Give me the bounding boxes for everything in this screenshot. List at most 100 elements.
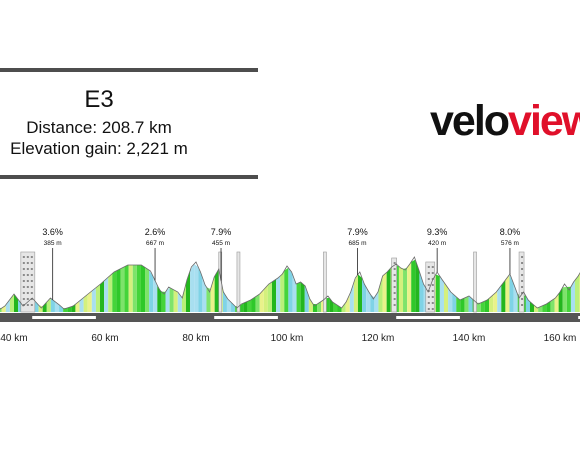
profile-segment bbox=[50, 298, 55, 312]
profile-segment bbox=[243, 301, 248, 312]
profile-segment bbox=[562, 287, 567, 312]
profile-segment bbox=[42, 302, 47, 312]
profile-segment bbox=[112, 270, 117, 312]
town-window bbox=[22, 262, 25, 264]
x-tick-label: 80 km bbox=[182, 333, 209, 344]
profile-segment bbox=[108, 273, 113, 312]
profile-segment bbox=[382, 272, 387, 312]
profile-segment bbox=[128, 265, 133, 312]
profile-segment bbox=[513, 283, 518, 312]
profile-segment bbox=[566, 286, 571, 312]
profile-segment bbox=[157, 285, 162, 312]
profile-segment bbox=[288, 267, 293, 312]
town-window bbox=[393, 280, 396, 282]
profile-segment bbox=[456, 296, 461, 312]
profile-segment bbox=[177, 292, 182, 312]
logo-part-velo: velo bbox=[430, 97, 510, 145]
profile-segment bbox=[353, 274, 358, 312]
profile-segment bbox=[185, 270, 191, 312]
profile-segment bbox=[468, 296, 473, 312]
town-window bbox=[521, 268, 524, 270]
profile-segment bbox=[542, 304, 547, 312]
profile-segment bbox=[329, 297, 334, 312]
profile-segment bbox=[214, 269, 219, 312]
town-markers bbox=[20, 251, 525, 313]
profile-segment bbox=[525, 296, 530, 312]
profile-segment bbox=[398, 266, 404, 312]
profile-segment bbox=[448, 288, 453, 312]
town-window bbox=[521, 280, 524, 282]
profile-segment bbox=[83, 294, 88, 312]
profile-segment bbox=[95, 284, 100, 312]
profile-segment bbox=[210, 276, 215, 312]
town-marker bbox=[236, 251, 241, 313]
profile-segment bbox=[120, 266, 125, 312]
profile-segment bbox=[374, 290, 379, 312]
x-axis-ticks: 40 km 60 km 80 km 100 km 120 km 140 km 160 km bbox=[0, 333, 576, 344]
town-window bbox=[22, 274, 25, 276]
profile-segment bbox=[79, 297, 84, 312]
profile-segment bbox=[439, 276, 444, 312]
town-marker bbox=[323, 251, 327, 313]
x-tick-label: 40 km bbox=[0, 333, 27, 344]
town-window bbox=[22, 292, 25, 294]
profile-segment bbox=[378, 276, 383, 312]
profile-segment bbox=[149, 270, 154, 312]
town-window bbox=[26, 286, 29, 288]
profile-outline bbox=[0, 256, 580, 310]
town-window bbox=[30, 274, 33, 276]
profile-segment bbox=[304, 285, 309, 312]
climb-height: 385 m bbox=[44, 240, 62, 247]
profile-segment bbox=[71, 304, 76, 312]
x-tick-label: 160 km bbox=[544, 333, 577, 344]
profile-segment bbox=[403, 267, 408, 312]
profile-segment bbox=[529, 301, 535, 312]
bottom-rule bbox=[0, 175, 258, 179]
profile-segment bbox=[341, 302, 346, 312]
top-rule bbox=[0, 68, 258, 72]
town-window bbox=[431, 296, 434, 298]
climb-annotation: 7.9% 455 m bbox=[211, 227, 231, 281]
climb-height: 576 m bbox=[501, 240, 519, 247]
profile-segment bbox=[362, 278, 367, 312]
profile-segment bbox=[87, 290, 92, 312]
profile-segment bbox=[1, 304, 6, 312]
town-window bbox=[393, 304, 396, 306]
climb-gradient: 9.3% bbox=[427, 227, 448, 237]
climb-annotation: 9.3% 420 m bbox=[427, 227, 448, 272]
profile-segment bbox=[34, 300, 39, 312]
profile-segment bbox=[558, 287, 563, 312]
climb-height: 455 m bbox=[212, 240, 230, 247]
profile-segment bbox=[476, 302, 481, 312]
profile-segment bbox=[464, 296, 469, 312]
profile-segment bbox=[251, 296, 256, 312]
profile-segment bbox=[132, 265, 137, 312]
profile-segment bbox=[292, 274, 297, 312]
road-dashes bbox=[32, 316, 580, 319]
profile-segment bbox=[136, 265, 141, 312]
town-marker bbox=[391, 257, 397, 313]
profile-segment bbox=[550, 298, 555, 312]
profile-segment bbox=[140, 265, 146, 312]
profile-segment bbox=[38, 305, 43, 312]
profile-segment bbox=[337, 305, 342, 312]
climb-height: 420 m bbox=[428, 240, 446, 247]
town-window bbox=[393, 274, 396, 276]
town-window bbox=[393, 292, 396, 294]
profile-segment bbox=[46, 298, 51, 312]
town-window bbox=[30, 262, 33, 264]
town-window bbox=[427, 272, 430, 274]
profile-segment bbox=[284, 267, 289, 312]
town-window bbox=[26, 274, 29, 276]
profile-segment bbox=[296, 282, 301, 312]
town-window bbox=[26, 298, 29, 300]
town-window bbox=[427, 278, 430, 280]
town-building bbox=[473, 251, 477, 313]
profile-segment bbox=[153, 276, 158, 312]
elevation-profile-chart: 40 km 60 km 80 km 100 km 120 km 140 km 160 km … bbox=[0, 227, 580, 344]
climb-gradient: 7.9% bbox=[347, 227, 368, 237]
town-window bbox=[30, 304, 33, 306]
profile-segment bbox=[190, 264, 195, 312]
town-window bbox=[393, 286, 396, 288]
profile-segment bbox=[198, 267, 203, 312]
